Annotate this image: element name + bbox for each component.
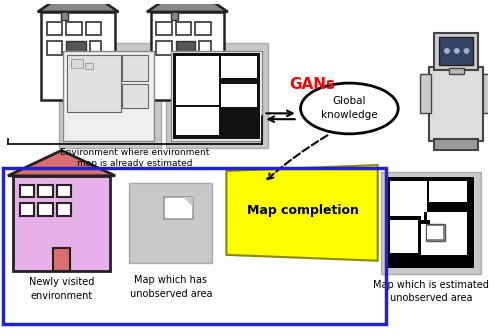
Text: Environment where environment
map is already estimated: Environment where environment map is alr… [60, 149, 210, 168]
Bar [42, 12, 115, 100]
Text: Newly visited
environment: Newly visited environment [29, 277, 94, 300]
Ellipse shape [300, 83, 398, 134]
Circle shape [464, 48, 469, 54]
Bar [47, 22, 62, 35]
Bar [220, 56, 256, 78]
Bar [90, 41, 102, 55]
Text: GANs: GANs [290, 77, 336, 92]
Bar [64, 51, 154, 141]
Polygon shape [8, 151, 115, 176]
Bar [86, 22, 102, 35]
Bar [38, 203, 52, 216]
Bar [176, 56, 218, 104]
Bar [12, 176, 110, 271]
Bar [420, 220, 430, 224]
Bar [176, 41, 195, 55]
Bar [176, 107, 218, 135]
Bar [172, 53, 260, 139]
Bar [3, 168, 386, 324]
Bar [20, 184, 34, 197]
Polygon shape [226, 165, 378, 261]
Bar [56, 184, 71, 197]
Bar [430, 68, 483, 141]
Bar [122, 55, 148, 81]
Polygon shape [38, 0, 118, 12]
Text: Global
knowledge: Global knowledge [321, 96, 378, 121]
Bar [66, 22, 82, 35]
Polygon shape [184, 197, 193, 207]
Bar [156, 22, 172, 35]
Bar [151, 12, 224, 100]
Bar [52, 248, 70, 271]
Bar [164, 197, 193, 219]
Bar [71, 59, 83, 69]
Bar [424, 212, 428, 222]
Bar [199, 41, 211, 55]
Bar [68, 55, 121, 112]
Bar [386, 177, 474, 267]
Bar [428, 225, 443, 239]
Bar [66, 41, 86, 55]
Bar [195, 22, 211, 35]
Bar [56, 203, 71, 216]
Bar [420, 212, 467, 255]
Text: Map which is estimated
unobserved area: Map which is estimated unobserved area [374, 280, 490, 303]
Bar [390, 220, 417, 253]
Bar [171, 51, 262, 141]
Bar [166, 43, 268, 149]
Bar [434, 33, 478, 71]
Bar [176, 22, 192, 35]
Bar [439, 37, 474, 65]
Circle shape [454, 48, 460, 54]
Bar [85, 62, 92, 70]
Bar [122, 84, 148, 109]
Bar [434, 139, 478, 151]
Circle shape [444, 48, 450, 54]
Bar [430, 181, 467, 202]
Text: Map completion: Map completion [246, 204, 358, 217]
Bar [380, 172, 481, 275]
Bar [62, 12, 68, 20]
Bar [449, 69, 464, 74]
Bar [220, 84, 256, 107]
Bar [129, 183, 212, 263]
Bar [47, 41, 62, 55]
Bar [58, 43, 161, 149]
Bar [420, 74, 432, 113]
Bar [171, 12, 177, 20]
Bar [390, 181, 428, 216]
Bar [20, 203, 34, 216]
Bar [426, 224, 445, 241]
Bar [483, 74, 495, 113]
Text: Map which has
unobserved area: Map which has unobserved area [130, 276, 212, 299]
Bar [38, 184, 52, 197]
Bar [156, 41, 172, 55]
Polygon shape [147, 0, 228, 12]
